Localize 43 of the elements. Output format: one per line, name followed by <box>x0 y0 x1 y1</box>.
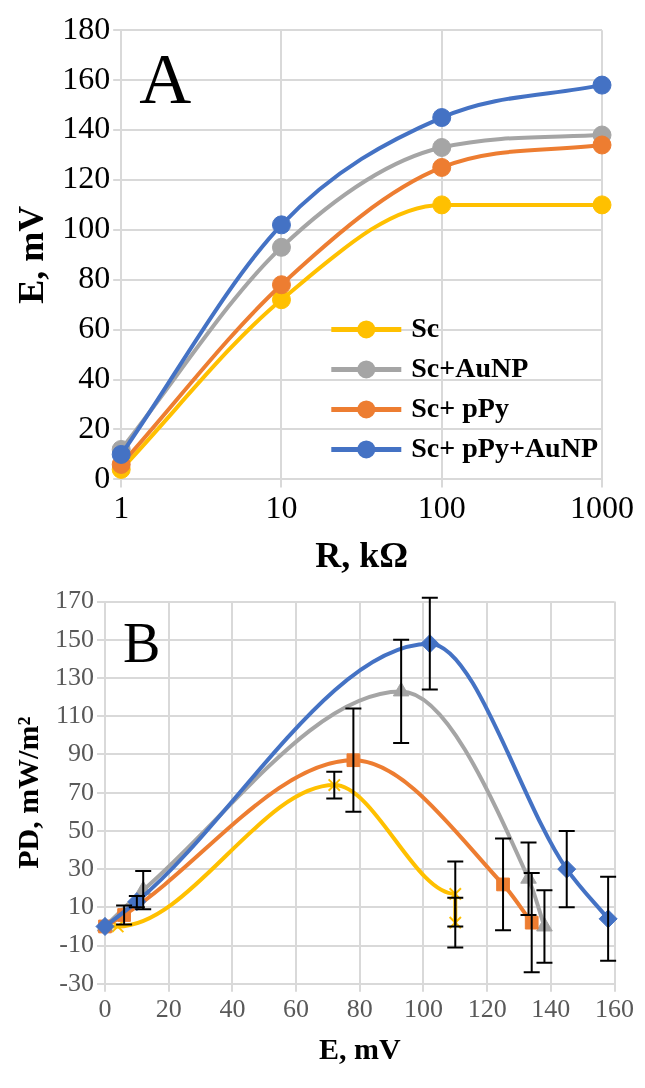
legend-label: Sc+ pPy+AuNP <box>411 431 598 463</box>
x-tick-label: 20 <box>155 994 182 1024</box>
y-tick-label: -30 <box>59 967 94 997</box>
y-tick-label: 130 <box>55 661 94 691</box>
y-axis-title: PD, mW/m² <box>10 716 44 869</box>
y-tick-label: 170 <box>55 585 94 615</box>
y-tick-label: 40 <box>78 358 111 395</box>
x-tick-label: 1 <box>113 489 130 526</box>
x-tick-label: 100 <box>417 489 466 526</box>
y-tick-label: 30 <box>68 852 94 882</box>
y-tick-label: 90 <box>68 738 94 768</box>
y-tick-label: 180 <box>62 9 111 46</box>
annotation: B <box>123 612 161 675</box>
x-tick-label: 40 <box>219 994 246 1024</box>
legend-label: Sc <box>411 311 440 343</box>
y-tick-label: 80 <box>78 259 111 296</box>
y-tick-label: 10 <box>68 891 94 921</box>
legend-label: Sc+AuNP <box>411 351 529 383</box>
x-tick-label: 10 <box>265 489 298 526</box>
annotation: A <box>139 39 192 120</box>
y-tick-label: 50 <box>68 814 94 844</box>
y-tick-label: -10 <box>59 929 94 959</box>
y-tick-label: 20 <box>78 408 111 445</box>
legend-label: Sc+ pPy <box>411 391 509 423</box>
y-tick-label: 70 <box>68 776 94 806</box>
x-tick-label: 60 <box>283 994 310 1024</box>
y-axis-title: E, mV <box>10 205 51 304</box>
y-tick-label: 110 <box>55 700 94 730</box>
y-tick-label: 100 <box>62 209 111 246</box>
y-tick-label: 120 <box>62 159 111 196</box>
y-tick-label: 0 <box>94 458 111 495</box>
x-tick-label: 100 <box>403 994 443 1024</box>
x-tick-label: 120 <box>467 994 507 1024</box>
x-tick-label: 140 <box>531 994 571 1024</box>
y-tick-label: 60 <box>78 309 111 346</box>
x-axis-title: R, kΩ <box>315 534 409 575</box>
x-tick-label: 1000 <box>570 489 634 526</box>
x-tick-label: 160 <box>595 994 634 1024</box>
y-tick-label: 150 <box>55 623 94 653</box>
x-tick-label: 80 <box>346 994 373 1024</box>
x-axis-title: E, mV <box>318 1031 401 1065</box>
y-tick-label: 160 <box>62 59 111 96</box>
y-tick-label: 140 <box>62 109 111 146</box>
